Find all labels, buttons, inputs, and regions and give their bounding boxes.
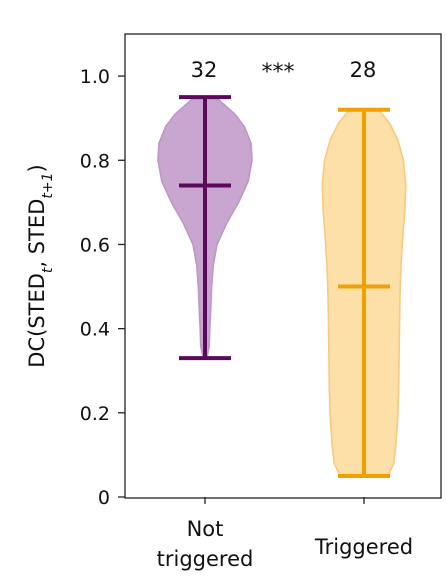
y-axis: 0 0.2 0.4 0.6 0.8 1.0 (80, 66, 125, 509)
sample-count-not-triggered: 32 (191, 58, 218, 82)
x-tick-label: Not (187, 517, 224, 541)
y-axis-label-subscript: t (40, 267, 56, 273)
x-axis: Not triggered Triggered (157, 497, 413, 571)
y-axis-label: DC(STEDt, STEDt+1) (25, 164, 56, 367)
y-axis-label-part: ) (25, 164, 49, 172)
y-axis-label-part: , STED (25, 199, 49, 268)
x-tick-label: triggered (157, 547, 254, 571)
annotation-layer: *** 32 28 (191, 58, 377, 85)
y-tick-label: 0.2 (80, 403, 110, 425)
significance-marker: *** (262, 60, 295, 85)
y-tick-label: 0.4 (80, 319, 110, 341)
sample-count-triggered: 28 (350, 58, 377, 82)
plot-frame (124, 33, 442, 499)
x-tick-label: Triggered (314, 535, 413, 559)
y-axis-label-part: DC(STED (25, 273, 49, 368)
y-tick-label: 0.6 (80, 234, 110, 256)
y-tick-label: 1.0 (80, 66, 110, 88)
y-axis-label-subscript: t+1 (40, 172, 56, 198)
y-tick-label: 0 (98, 487, 110, 509)
violin-group-layer (157, 95, 407, 478)
y-tick-label: 0.8 (80, 150, 110, 172)
